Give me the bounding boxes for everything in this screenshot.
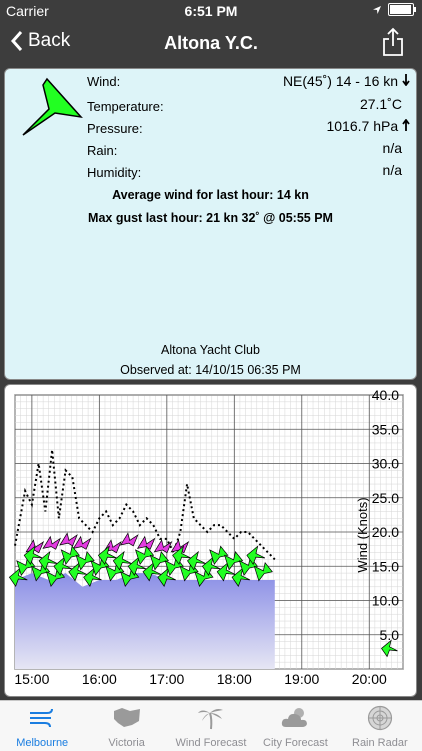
pressure-value-text: 1016.7 hPa	[326, 118, 399, 134]
x-tick-label: 18:00	[217, 671, 252, 687]
cloud-sun-icon	[282, 708, 308, 727]
wind-arrow-latest	[381, 639, 398, 658]
gust-arrow	[119, 532, 139, 547]
page-title: Altona Y.C.	[164, 33, 258, 53]
y-tick-label: 35.0	[372, 421, 399, 437]
y-axis-label: Wind (Knots)	[355, 497, 370, 572]
wind-arrow	[246, 545, 266, 566]
clock: 6:51 PM	[184, 3, 238, 19]
battery-icon	[388, 3, 416, 16]
status-bar: Carrier 6:51 PM	[0, 0, 422, 20]
status-right	[372, 3, 416, 16]
tab-city-forecast[interactable]: City Forecast	[253, 701, 337, 751]
arrow-down-icon	[402, 74, 410, 87]
x-tick-label: 15:00	[14, 671, 49, 687]
y-tick-label: 20.0	[372, 524, 399, 540]
nav-bar: Back Altona Y.C.	[0, 20, 422, 66]
gust-arrow	[59, 532, 78, 547]
tab-wind-forecast[interactable]: Wind Forecast	[169, 701, 253, 751]
tab-bar: Melbourne Victoria Wind Forecast City Fo…	[0, 700, 422, 751]
arrow-up-icon	[402, 118, 410, 131]
average-wind-text: Average wind for last hour: 14 kn	[112, 188, 309, 202]
y-tick-label: 5.0	[380, 627, 400, 643]
observed-time: Observed at: 14/10/15 06:35 PM	[120, 363, 301, 377]
y-tick-label: 25.0	[372, 490, 399, 506]
carrier-label: Carrier	[6, 3, 49, 19]
y-tick-label: 15.0	[372, 558, 399, 574]
x-tick-label: 17:00	[149, 671, 184, 687]
wind-value: NE(45˚) 14 - 16 kn	[283, 73, 410, 89]
tab-victoria[interactable]: Victoria	[84, 701, 168, 751]
temperature-value: 27.1˚C	[359, 96, 402, 112]
wind-value-text: NE(45˚) 14 - 16 kn	[282, 73, 399, 89]
wind-arrow	[253, 561, 273, 582]
tab-label: Rain Radar	[352, 737, 408, 749]
temperature-label: Temperature:	[87, 99, 164, 114]
x-tick-label: 19:00	[284, 671, 319, 687]
observation-panel: Wind: NE(45˚) 14 - 16 kn Temperature: 27…	[4, 68, 417, 380]
gust-line	[14, 449, 276, 561]
y-tick-label: 40.0	[372, 387, 399, 403]
share-icon[interactable]	[382, 27, 404, 57]
rain-label: Rain:	[87, 143, 118, 158]
wind-arrow	[60, 545, 80, 566]
chevron-left-icon	[10, 31, 23, 51]
wind-arrow	[75, 550, 95, 571]
wind-lines-icon	[30, 708, 54, 728]
pressure-value: 1016.7 hPa	[326, 118, 410, 134]
pressure-label: Pressure:	[87, 121, 143, 136]
x-tick-label: 16:00	[82, 671, 117, 687]
wind-direction-arrow-icon	[22, 77, 83, 136]
tab-label: Wind Forecast	[175, 737, 247, 749]
back-label: Back	[28, 30, 71, 51]
wind-arrow	[134, 545, 155, 566]
wind-arrow	[209, 545, 229, 566]
humidity-label: Humidity:	[87, 165, 142, 180]
wind-area	[15, 573, 275, 669]
wind-label: Wind:	[87, 74, 121, 89]
tab-label: Victoria	[108, 737, 145, 749]
location-arrow-icon	[373, 5, 381, 14]
x-tick-label: 20:00	[352, 671, 387, 687]
gust-arrow	[153, 539, 173, 554]
gust-arrow	[42, 535, 61, 550]
wind-arrow	[149, 550, 170, 571]
wind-chart[interactable]: 5.0 10.0 15.0 20.0 25.0 30.0 35.0 40.0 15:00 16:0…	[4, 384, 417, 697]
palm-tree-icon	[198, 709, 224, 730]
gust-arrow	[136, 535, 156, 550]
tab-label: Melbourne	[16, 737, 69, 749]
radar-icon	[367, 705, 392, 731]
y-tick-label: 30.0	[372, 456, 399, 472]
tab-rain-radar[interactable]: Rain Radar	[338, 701, 422, 751]
wind-chart-svg: 5.0 10.0 15.0 20.0 25.0 30.0 35.0 40.0 15:00 16:0…	[8, 387, 404, 687]
max-gust-text: Max gust last hour: 21 kn 32˚ @ 05:55 PM	[88, 211, 333, 225]
humidity-value: n/a	[382, 162, 402, 178]
rain-value: n/a	[382, 140, 402, 156]
gust-arrow	[72, 535, 92, 550]
wind-arrow	[224, 550, 244, 571]
tab-melbourne[interactable]: Melbourne	[0, 701, 84, 751]
victoria-map-icon	[113, 708, 140, 727]
back-button[interactable]: Back	[10, 30, 70, 52]
tab-label: City Forecast	[263, 737, 328, 749]
station-name: Altona Yacht Club	[161, 343, 260, 357]
y-tick-label: 10.0	[372, 593, 399, 609]
